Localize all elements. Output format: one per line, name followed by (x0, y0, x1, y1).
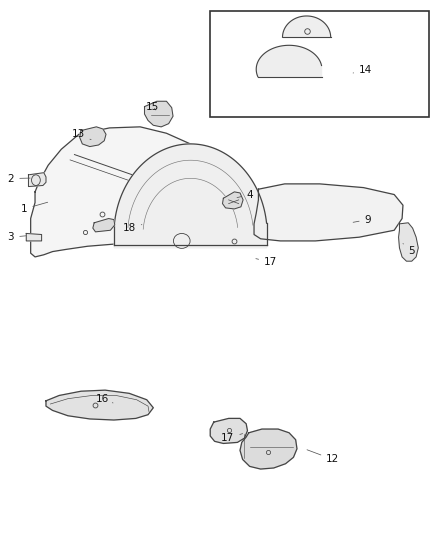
Polygon shape (26, 233, 42, 241)
Text: 2: 2 (7, 174, 30, 183)
Text: 1: 1 (21, 202, 48, 214)
Bar (210, 11, 429, 117)
Text: 15: 15 (146, 102, 159, 111)
Polygon shape (254, 184, 403, 241)
Polygon shape (28, 173, 46, 187)
Polygon shape (256, 45, 321, 77)
Polygon shape (80, 127, 106, 147)
Text: 5: 5 (403, 244, 415, 255)
Polygon shape (223, 192, 243, 209)
Polygon shape (240, 429, 297, 469)
Text: 12: 12 (307, 450, 339, 464)
Text: 16: 16 (96, 394, 113, 403)
Polygon shape (283, 16, 331, 37)
Polygon shape (399, 223, 418, 261)
Text: 3: 3 (7, 232, 26, 242)
Text: 14: 14 (353, 66, 372, 75)
Text: 17: 17 (256, 257, 277, 267)
Polygon shape (210, 418, 247, 443)
Polygon shape (145, 101, 173, 127)
Polygon shape (114, 144, 267, 248)
Text: 9: 9 (353, 215, 371, 224)
Polygon shape (46, 390, 153, 420)
Text: 13: 13 (71, 130, 91, 140)
Text: 17: 17 (221, 433, 243, 443)
Text: 18: 18 (123, 223, 142, 233)
Polygon shape (93, 219, 115, 232)
Text: 4: 4 (237, 190, 253, 199)
Polygon shape (31, 127, 267, 257)
